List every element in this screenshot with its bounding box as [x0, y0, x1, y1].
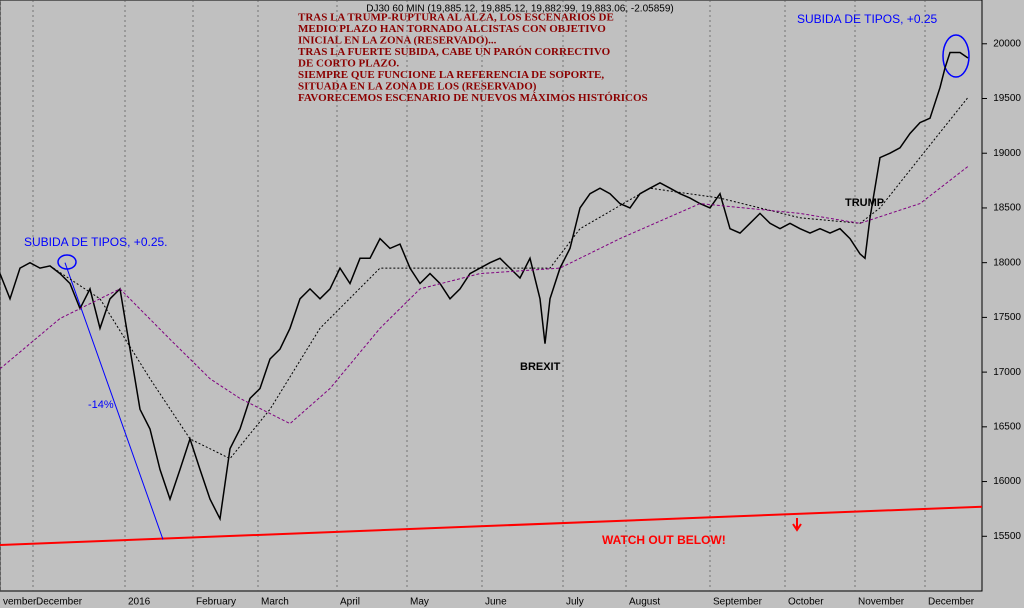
note-line: FAVORECEMOS ESCENARIO DE NUEVOS MÁXIMOS … [298, 92, 648, 104]
note-line: DE CORTO PLAZO. [298, 58, 399, 70]
y-tick-label: 16000 [993, 476, 1021, 487]
x-tick-label: vember [3, 597, 37, 608]
y-tick-label: 19000 [993, 148, 1021, 159]
chart-title: DJ30 60 MIN (19,885.12, 19,885.12, 19,88… [366, 4, 673, 15]
price-line [0, 51, 969, 522]
price-line [49, 97, 969, 460]
x-tick-label: 2016 [128, 597, 151, 608]
note-line: SITUADA EN LA ZONA DE LOS (RESERVADO) [298, 81, 537, 93]
plot-area [0, 0, 983, 592]
y-tick-label: 19500 [993, 93, 1021, 104]
y-tick-label: 18500 [993, 203, 1021, 214]
x-tick-label: September [713, 597, 763, 608]
x-tick-label: February [196, 597, 236, 608]
trend-line [0, 505, 983, 546]
x-tick-label: March [261, 597, 289, 608]
highlight-circle [942, 34, 970, 78]
x-tick-label: May [410, 597, 429, 608]
y-tick-label: 17500 [993, 312, 1021, 323]
annotation: TRUMP [845, 197, 884, 209]
y-tick-label: 20000 [993, 38, 1021, 49]
y-tick-label: 15500 [993, 531, 1021, 542]
x-tick-label: June [485, 597, 507, 608]
annotation: BREXIT [520, 361, 561, 373]
x-tick-label: November [858, 597, 905, 608]
x-tick-label: October [788, 597, 824, 608]
note-line: TRAS LA TRUMP-RUPTURA AL ALZA, LOS ESCEN… [298, 12, 614, 24]
x-tick-label: April [340, 597, 360, 608]
note-line: MEDIO PLAZO HAN TORNADO ALCISTAS CON OBJ… [298, 23, 606, 35]
note-line: TRAS LA FUERTE SUBIDA, CABE UN PARÓN COR… [298, 46, 611, 58]
annotation: -14% [88, 399, 114, 411]
annotation: SUBIDA DE TIPOS, +0.25 [797, 12, 938, 26]
x-tick-label: July [566, 597, 584, 608]
x-tick-label: December [928, 597, 975, 608]
y-tick-label: 16500 [993, 421, 1021, 432]
annotation: SUBIDA DE TIPOS, +0.25. [24, 235, 168, 249]
note-line: INICIAL EN LA ZONA (RESERVADO)... [298, 35, 497, 47]
y-tick-label: 18000 [993, 257, 1021, 268]
annotation: WATCH OUT BELOW! [602, 533, 726, 547]
x-tick-label: August [629, 597, 660, 608]
warning-arrow [792, 518, 802, 532]
trend-line [64, 262, 164, 540]
y-tick-label: 17000 [993, 367, 1021, 378]
x-tick-label: December [36, 597, 83, 608]
note-line: SIEMPRE QUE FUNCIONE LA REFERENCIA DE SO… [298, 69, 604, 81]
